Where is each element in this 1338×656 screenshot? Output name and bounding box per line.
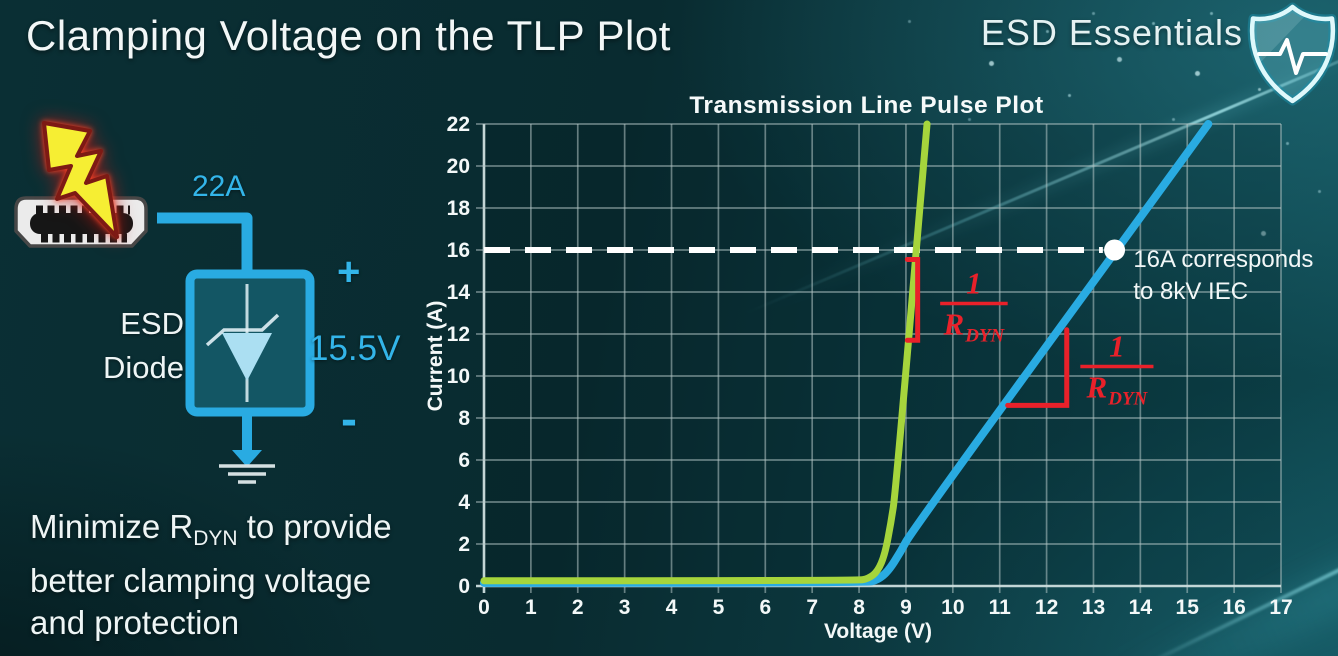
note-line-2: better clamping voltage (30, 562, 372, 599)
slope-mark-right-angle (1005, 327, 1070, 408)
x-tick-label: 8 (853, 596, 865, 619)
lightning-bolt-icon (42, 121, 119, 239)
y-tick-label: 22 (447, 113, 470, 136)
x-tick-label: 17 (1269, 596, 1292, 619)
marker-label-line: 16A corresponds (1133, 246, 1313, 273)
x-tick-label: 12 (1035, 596, 1058, 619)
y-tick-label: 14 (447, 281, 471, 304)
fraction-numerator: 1 (966, 266, 982, 301)
x-tick-label: 4 (666, 596, 678, 619)
y-tick-label: 6 (458, 449, 470, 472)
shield-pulse-icon (1247, 2, 1338, 106)
y-tick-label: 2 (458, 533, 470, 556)
pulse-line-icon (1257, 38, 1328, 75)
x-tick-label: 14 (1129, 596, 1153, 619)
slope-mark-bracket (904, 256, 921, 343)
x-tick-label: 6 (759, 596, 771, 619)
esd-diode-label-line2: Diode (103, 350, 184, 385)
x-tick-label: 3 (619, 596, 631, 619)
zener-diode-icon (205, 284, 280, 402)
y-tick-label: 20 (447, 155, 470, 178)
y-tick-label: 12 (447, 323, 470, 346)
fraction-numerator: 1 (1109, 329, 1125, 364)
chart-title: Transmission Line Pulse Plot (689, 92, 1043, 119)
x-tick-label: 1 (525, 596, 537, 619)
polarity-plus-label: + (337, 250, 361, 294)
clamp-voltage-label: 15.5V (309, 329, 401, 368)
x-tick-label: 7 (806, 596, 818, 619)
x-tick-label: 5 (713, 596, 725, 619)
x-tick-label: 2 (572, 596, 584, 619)
note-text: Minimize RDYN to provide better clamping… (30, 506, 392, 644)
ground-symbol-icon (219, 412, 275, 484)
note-line-3: and protection (30, 604, 240, 641)
y-tick-label: 18 (447, 197, 471, 220)
y-tick-label: 10 (447, 365, 470, 388)
y-tick-label: 16 (447, 239, 470, 262)
esd-diode-label-line1: ESD (120, 306, 184, 341)
surge-wire (157, 212, 253, 280)
x-tick-label: 0 (478, 596, 490, 619)
note-line-1: Minimize RDYN to provide (30, 508, 392, 550)
x-tick-label: 15 (1176, 596, 1200, 619)
y-axis-label: Current (A) (424, 301, 447, 412)
rdyn-subscript: DYN (193, 527, 238, 550)
fraction-denominator: RDYN (943, 307, 1006, 347)
brand-title: ESD Essentials (980, 12, 1243, 53)
x-tick-label: 13 (1082, 596, 1105, 619)
x-tick-label: 10 (941, 596, 964, 619)
esd-diode-label: ESD Diode (92, 302, 184, 390)
marker-point-16A (1104, 239, 1126, 261)
surge-current-label: 22A (192, 170, 246, 203)
y-tick-label: 8 (458, 407, 470, 430)
x-tick-label: 9 (900, 596, 912, 619)
x-axis-label: Voltage (V) (824, 620, 932, 643)
y-tick-label: 4 (458, 491, 470, 514)
polarity-minus-label: - (341, 393, 357, 446)
x-tick-label: 11 (989, 596, 1012, 619)
x-tick-label: 16 (1222, 596, 1245, 619)
series-green (480, 120, 931, 585)
y-tick-label: 0 (458, 575, 470, 598)
marker-label-line: to 8kV IEC (1133, 278, 1248, 305)
slide-title: Clamping Voltage on the TLP Plot (26, 12, 671, 59)
esd-diode-box (185, 269, 315, 417)
fraction-denominator: RDYN (1086, 370, 1149, 410)
